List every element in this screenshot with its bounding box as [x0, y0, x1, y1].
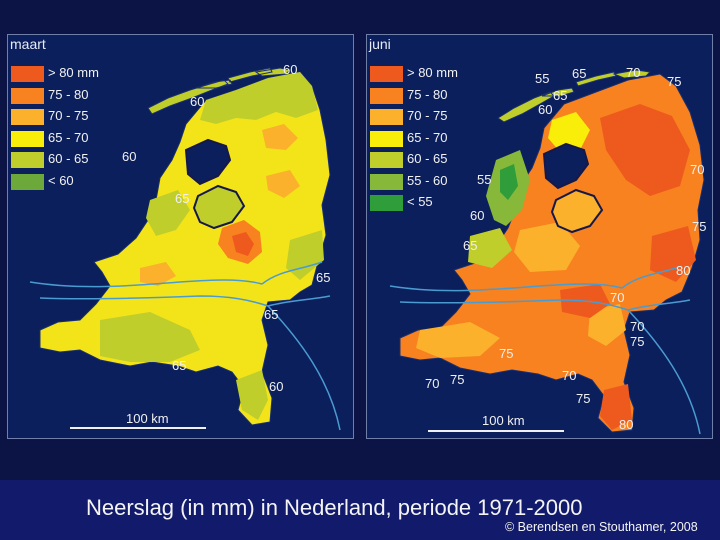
ijsselmeer-juni [542, 142, 590, 190]
legend-swatch [11, 87, 44, 104]
legend-swatch [370, 152, 403, 168]
map-label-juni: 70 [630, 319, 645, 334]
legend-label: > 80 mm [48, 65, 99, 80]
map-juni [389, 69, 705, 435]
legend-swatch [11, 66, 44, 82]
legend-label: 70 - 75 [407, 108, 448, 123]
legend-swatch [370, 109, 403, 125]
map-label-juni: 80 [676, 263, 691, 278]
legend-swatch [370, 173, 403, 190]
panel-title-maart: maart [10, 36, 46, 52]
legend-label: 65 - 70 [48, 129, 89, 145]
scale-label-maart: 100 km [126, 411, 169, 426]
footer-bar [0, 480, 720, 540]
map-label-juni: 75 [692, 219, 707, 234]
flevoland-maart [192, 184, 246, 230]
legend-label: 60 - 65 [48, 151, 89, 166]
map-label-maart: 60 [283, 62, 298, 77]
legend-label: 65 - 70 [407, 129, 448, 145]
map-label-maart: 60 [122, 149, 137, 164]
ijsselmeer-maart [184, 138, 232, 186]
map-label-juni: 55 [535, 71, 550, 86]
map-label-maart: 65 [316, 270, 331, 285]
legend-label: 60 - 65 [407, 151, 448, 166]
map-label-juni: 75 [499, 346, 514, 361]
map-label-juni: 70 [690, 162, 705, 177]
legend-swatch [11, 173, 44, 190]
slide-content: maart > 80 mm 75 - 80 70 - 75 65 - 70 60… [7, 34, 713, 439]
legend-label: > 80 mm [407, 65, 458, 80]
legend-label: 70 - 75 [48, 108, 89, 123]
map-label-juni: 70 [610, 290, 625, 305]
map-label-juni: 70 [562, 368, 577, 383]
map-label-juni: 75 [630, 334, 645, 349]
map-label-maart: 65 [264, 307, 279, 322]
rivers-maart [29, 261, 341, 431]
legend-label: < 55 [407, 194, 433, 209]
map-label-juni: 65 [572, 66, 587, 81]
map-label-juni: 60 [538, 102, 553, 117]
legend-label: 55 - 60 [407, 172, 448, 188]
scale-bar-maart [70, 427, 206, 429]
wadden-islands-maart [147, 67, 292, 115]
scale-bar-juni [428, 430, 564, 432]
copyright-credit: © Berendsen en Stouthamer, 2008 [505, 520, 698, 534]
map-label-juni: 55 [477, 172, 492, 187]
map-label-juni: 75 [667, 74, 682, 89]
legend-swatch [370, 195, 403, 211]
map-maart [29, 67, 341, 431]
map-label-juni: 60 [470, 208, 485, 223]
map-label-juni: 70 [626, 65, 641, 80]
legend-swatch [11, 152, 44, 168]
wadden-islands-juni [497, 69, 652, 123]
legend-label: < 60 [48, 172, 74, 188]
legend-swatch [11, 109, 44, 125]
slide-caption: Neerslag (in mm) in Nederland, periode 1… [86, 495, 583, 520]
map-label-juni: 75 [450, 372, 465, 387]
map-label-juni: 75 [576, 391, 591, 406]
legend-label: 75 - 80 [407, 86, 448, 102]
legend-swatch [370, 87, 403, 104]
map-label-maart: 65 [175, 191, 190, 206]
rivers-juni [389, 265, 701, 435]
map-label-juni: 65 [463, 238, 478, 253]
map-label-juni: 80 [619, 417, 634, 432]
legend-label: 75 - 80 [48, 86, 89, 102]
map-label-juni: 70 [425, 376, 440, 391]
map-label-maart: 60 [269, 379, 284, 394]
panel-title-juni: juni [369, 36, 391, 52]
map-label-maart: 65 [172, 358, 187, 373]
map-label-maart: 60 [190, 94, 205, 109]
map-label-juni: 65 [553, 88, 568, 103]
legend-swatch [370, 130, 403, 147]
legend-swatch [370, 66, 403, 82]
scale-label-juni: 100 km [482, 413, 525, 428]
flevoland-juni [550, 188, 604, 234]
legend-swatch [11, 130, 44, 147]
